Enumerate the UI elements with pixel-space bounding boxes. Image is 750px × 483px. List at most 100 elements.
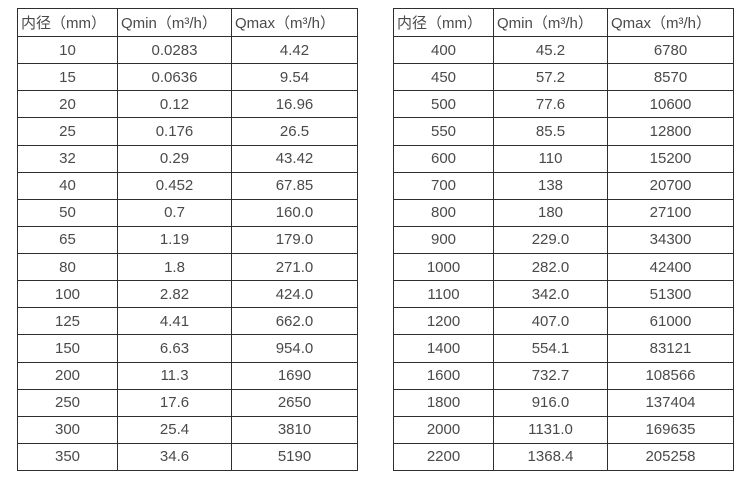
table-cell: 550 xyxy=(393,117,494,146)
table-cell: 407.0 xyxy=(493,307,608,336)
table-row: 800 180 27100 xyxy=(393,198,734,227)
table-header-row: 内径（mm） Qmin（m³/h） Qmax（m³/h） xyxy=(393,8,734,37)
table-cell: 1368.4 xyxy=(493,442,608,472)
table-cell: 342.0 xyxy=(493,280,608,309)
table-cell: 200 xyxy=(17,361,118,390)
table-row: 2200 1368.4 205258 xyxy=(393,442,734,472)
table-row: 300 25.4 3810 xyxy=(17,415,358,444)
table-cell: 61000 xyxy=(607,307,734,336)
header-qmin: Qmin（m³/h） xyxy=(117,8,232,37)
table-row: 10 0.0283 4.42 xyxy=(17,35,358,65)
table-cell: 25.4 xyxy=(117,415,232,444)
table-row: 2000 1131.0 169635 xyxy=(393,415,734,444)
table-cell: 205258 xyxy=(607,442,734,472)
table-cell: 12800 xyxy=(607,117,734,146)
table-cell: 10 xyxy=(17,35,118,65)
table-cell: 2650 xyxy=(231,388,358,417)
table-cell: 1800 xyxy=(393,388,494,417)
table-cell: 1600 xyxy=(393,361,494,390)
table-cell: 16.96 xyxy=(231,90,358,119)
table-cell: 137404 xyxy=(607,388,734,417)
table-row: 400 45.2 6780 xyxy=(393,35,734,65)
table-row: 15 0.0636 9.54 xyxy=(17,63,358,92)
table-cell: 25 xyxy=(17,117,118,146)
table-row: 700 138 20700 xyxy=(393,171,734,200)
table-cell: 65 xyxy=(17,225,118,255)
table-header-row: 内径（mm） Qmin（m³/h） Qmax（m³/h） xyxy=(17,8,358,37)
table-cell: 85.5 xyxy=(493,117,608,146)
table-row: 100 2.82 424.0 xyxy=(17,280,358,309)
table-cell: 179.0 xyxy=(231,225,358,255)
table-cell: 300 xyxy=(17,415,118,444)
table-cell: 800 xyxy=(393,198,494,227)
table-cell: 43.42 xyxy=(231,144,358,173)
table-cell: 282.0 xyxy=(493,252,608,282)
table-row: 125 4.41 662.0 xyxy=(17,307,358,336)
table-row: 1200 407.0 61000 xyxy=(393,307,734,336)
table-row: 65 1.19 179.0 xyxy=(17,225,358,255)
header-inner-diameter: 内径（mm） xyxy=(393,8,494,37)
table-cell: 51300 xyxy=(607,280,734,309)
table-cell: 10600 xyxy=(607,90,734,119)
flow-table-small-diameters: 内径（mm） Qmin（m³/h） Qmax（m³/h） 10 0.0283 4.4… xyxy=(17,8,358,472)
table-cell: 0.452 xyxy=(117,171,232,200)
header-inner-diameter: 内径（mm） xyxy=(17,8,118,37)
table-cell: 20700 xyxy=(607,171,734,200)
table-cell: 27100 xyxy=(607,198,734,227)
table-cell: 450 xyxy=(393,63,494,92)
header-qmax: Qmax（m³/h） xyxy=(607,8,734,37)
table-cell: 1690 xyxy=(231,361,358,390)
table-cell: 229.0 xyxy=(493,225,608,255)
table-cell: 169635 xyxy=(607,415,734,444)
table-cell: 108566 xyxy=(607,361,734,390)
table-cell: 2.82 xyxy=(117,280,232,309)
header-qmax: Qmax（m³/h） xyxy=(231,8,358,37)
table-cell: 2000 xyxy=(393,415,494,444)
table-row: 20 0.12 16.96 xyxy=(17,90,358,119)
table-cell: 15200 xyxy=(607,144,734,173)
table-cell: 662.0 xyxy=(231,307,358,336)
table-cell: 77.6 xyxy=(493,90,608,119)
table-cell: 125 xyxy=(17,307,118,336)
table-cell: 50 xyxy=(17,198,118,227)
table-cell: 8570 xyxy=(607,63,734,92)
table-row: 1100 342.0 51300 xyxy=(393,280,734,309)
table-cell: 11.3 xyxy=(117,361,232,390)
table-cell: 271.0 xyxy=(231,252,358,282)
table-cell: 400 xyxy=(393,35,494,65)
table-cell: 916.0 xyxy=(493,388,608,417)
table-cell: 20 xyxy=(17,90,118,119)
table-cell: 500 xyxy=(393,90,494,119)
table-cell: 250 xyxy=(17,388,118,417)
table-row: 25 0.176 26.5 xyxy=(17,117,358,146)
header-qmin: Qmin（m³/h） xyxy=(493,8,608,37)
table-cell: 732.7 xyxy=(493,361,608,390)
table-cell: 26.5 xyxy=(231,117,358,146)
table-row: 40 0.452 67.85 xyxy=(17,171,358,200)
table-cell: 100 xyxy=(17,280,118,309)
table-cell: 110 xyxy=(493,144,608,173)
table-cell: 900 xyxy=(393,225,494,255)
table-cell: 40 xyxy=(17,171,118,200)
table-row: 32 0.29 43.42 xyxy=(17,144,358,173)
table-cell: 34300 xyxy=(607,225,734,255)
table-cell: 1200 xyxy=(393,307,494,336)
table-cell: 350 xyxy=(17,442,118,472)
table-row: 150 6.63 954.0 xyxy=(17,334,358,363)
table-cell: 34.6 xyxy=(117,442,232,472)
table-cell: 1400 xyxy=(393,334,494,363)
table-cell: 0.0283 xyxy=(117,35,232,65)
table-cell: 15 xyxy=(17,63,118,92)
table-cell: 180 xyxy=(493,198,608,227)
table-cell: 3810 xyxy=(231,415,358,444)
table-cell: 424.0 xyxy=(231,280,358,309)
table-cell: 9.54 xyxy=(231,63,358,92)
table-row: 1600 732.7 108566 xyxy=(393,361,734,390)
table-cell: 32 xyxy=(17,144,118,173)
table-cell: 0.12 xyxy=(117,90,232,119)
table-cell: 1100 xyxy=(393,280,494,309)
table-body: 10 0.0283 4.42 15 0.0636 9.54 20 0.12 16.96 25 0.1… xyxy=(17,35,358,472)
table-cell: 138 xyxy=(493,171,608,200)
flow-tables-container: 内径（mm） Qmin（m³/h） Qmax（m³/h） 10 0.0283 4.4… xyxy=(17,8,734,472)
table-cell: 600 xyxy=(393,144,494,173)
